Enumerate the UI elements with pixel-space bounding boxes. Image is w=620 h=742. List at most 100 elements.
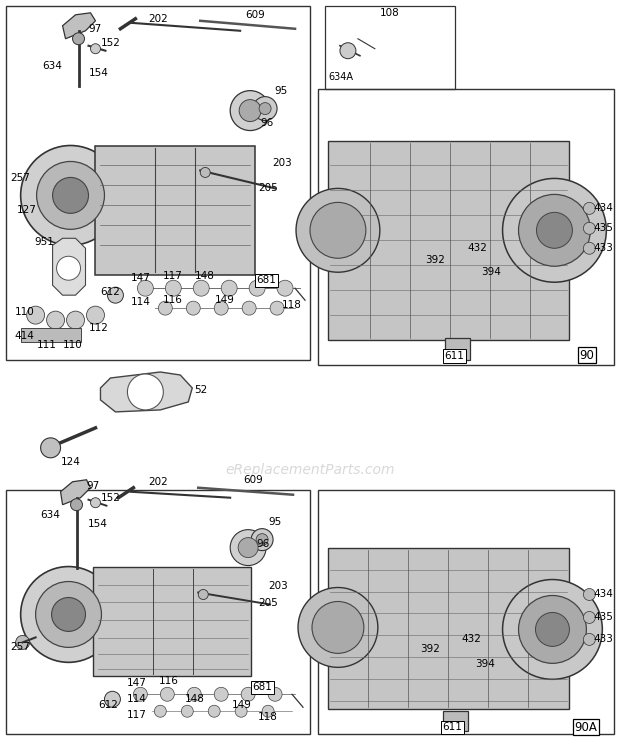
Circle shape: [221, 280, 237, 296]
Text: 127: 127: [17, 206, 37, 215]
Text: 110: 110: [15, 307, 35, 317]
Circle shape: [181, 705, 193, 718]
Circle shape: [296, 188, 380, 272]
Bar: [328, 140, 569, 340]
Text: 154: 154: [87, 519, 107, 528]
Circle shape: [340, 43, 356, 59]
Text: 97: 97: [89, 24, 102, 34]
Text: 205: 205: [258, 599, 278, 608]
Circle shape: [268, 687, 282, 701]
Text: 257: 257: [11, 643, 30, 652]
Bar: [328, 140, 569, 340]
Text: 434: 434: [593, 203, 613, 214]
Circle shape: [154, 705, 166, 718]
Bar: [6, 490, 310, 734]
Text: 612: 612: [100, 287, 120, 298]
Bar: [328, 548, 569, 709]
Text: 148: 148: [185, 695, 205, 704]
Bar: [443, 712, 467, 731]
Circle shape: [133, 687, 148, 701]
Text: 634A: 634A: [328, 72, 353, 82]
Text: 433: 433: [593, 634, 613, 644]
Text: 114: 114: [130, 297, 150, 307]
Circle shape: [208, 705, 220, 718]
Circle shape: [66, 311, 84, 329]
Text: 634: 634: [40, 510, 61, 519]
Text: 124: 124: [61, 457, 81, 467]
Circle shape: [91, 498, 100, 508]
Text: 90A: 90A: [574, 720, 597, 734]
Text: 97: 97: [87, 481, 100, 490]
Text: 432: 432: [462, 634, 482, 644]
Circle shape: [249, 280, 265, 296]
Bar: [20, 328, 81, 342]
Circle shape: [310, 203, 366, 258]
Text: 611: 611: [443, 722, 463, 732]
Circle shape: [161, 687, 174, 701]
Text: 609: 609: [245, 10, 265, 20]
Text: 202: 202: [148, 14, 168, 24]
Text: 433: 433: [593, 243, 613, 253]
Bar: [6, 6, 310, 360]
Text: 147: 147: [126, 678, 146, 689]
Text: 681: 681: [256, 275, 276, 285]
Circle shape: [312, 602, 364, 654]
Text: 96: 96: [256, 539, 269, 548]
Bar: [95, 145, 255, 275]
Text: eReplacementParts.com: eReplacementParts.com: [225, 463, 395, 477]
Circle shape: [56, 256, 81, 280]
Circle shape: [138, 280, 153, 296]
Circle shape: [518, 596, 587, 663]
Text: 148: 148: [195, 272, 215, 281]
Circle shape: [230, 91, 270, 131]
Text: 118: 118: [258, 712, 278, 722]
Text: 203: 203: [272, 159, 292, 168]
Circle shape: [104, 692, 120, 707]
Circle shape: [87, 306, 104, 324]
Bar: [318, 490, 614, 734]
Bar: [328, 548, 569, 709]
Text: 609: 609: [243, 475, 263, 485]
Text: 634: 634: [43, 61, 63, 70]
Text: 118: 118: [282, 301, 302, 310]
Text: 434: 434: [593, 589, 613, 600]
Circle shape: [239, 99, 261, 122]
Circle shape: [215, 687, 228, 701]
Bar: [318, 88, 614, 365]
Circle shape: [16, 635, 30, 649]
Text: 95: 95: [268, 516, 281, 527]
Text: 149: 149: [215, 295, 235, 305]
Text: 394: 394: [476, 660, 495, 669]
Circle shape: [20, 567, 117, 663]
Polygon shape: [63, 13, 95, 39]
Text: 116: 116: [162, 295, 182, 305]
Polygon shape: [100, 372, 192, 412]
Circle shape: [215, 301, 228, 315]
Text: 95: 95: [274, 85, 287, 96]
Text: 392: 392: [425, 255, 445, 265]
Circle shape: [277, 280, 293, 296]
Circle shape: [241, 687, 255, 701]
Text: 96: 96: [260, 117, 273, 128]
Circle shape: [238, 538, 258, 557]
Text: 611: 611: [445, 351, 464, 361]
Circle shape: [259, 102, 271, 114]
Text: 435: 435: [593, 612, 613, 623]
Circle shape: [270, 301, 284, 315]
Text: 394: 394: [482, 267, 502, 278]
Text: 110: 110: [63, 340, 82, 350]
Text: 203: 203: [268, 580, 288, 591]
Circle shape: [503, 178, 606, 282]
Circle shape: [536, 612, 569, 646]
Circle shape: [20, 145, 120, 246]
Circle shape: [230, 530, 266, 565]
Bar: [94, 567, 251, 676]
Text: 681: 681: [252, 683, 272, 692]
Circle shape: [193, 280, 209, 296]
Text: 108: 108: [380, 8, 400, 18]
Text: 116: 116: [158, 676, 178, 686]
Circle shape: [583, 203, 595, 214]
Text: 152: 152: [100, 38, 120, 47]
Circle shape: [583, 611, 595, 623]
Circle shape: [37, 162, 104, 229]
